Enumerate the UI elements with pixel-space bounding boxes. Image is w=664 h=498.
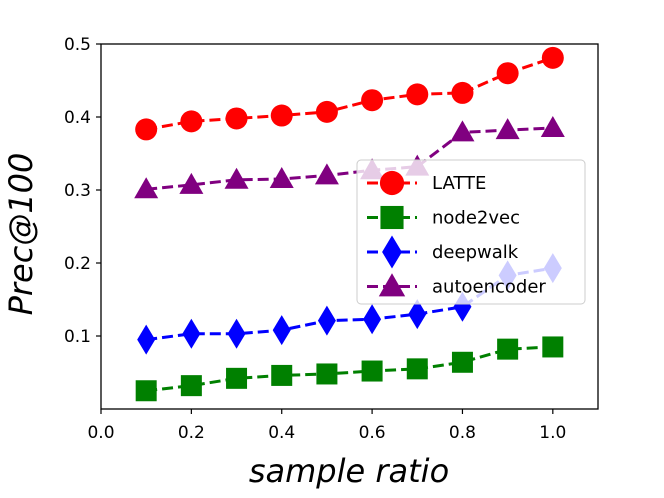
data-point-node2vec [180,375,202,397]
data-point-deepwalk [408,299,427,330]
series-line-latte [145,56,554,131]
data-point-latte [361,89,384,112]
legend-item-deepwalk: deepwalk [367,235,519,269]
x-tick-label: 0.2 [178,423,205,443]
legend-item-node2vec: node2vec [367,205,520,230]
legend: LATTE node2vec deepwalk autoencoder [356,159,586,305]
data-point-node2vec [542,336,564,358]
data-point-autoencoder [134,177,159,199]
data-point-deepwalk [363,304,382,335]
series-line-autoencoder [146,126,553,191]
data-point-node2vec [361,360,383,382]
data-point-latte [406,83,429,106]
data-point-node2vec [226,367,248,389]
x-tick-label: 0.8 [449,423,476,443]
axes: 0.0 0.2 0.4 0.6 0.8 1.0 0.1 0.2 0.3 0.4 0.5 [64,35,599,443]
series-line-node2vec [146,345,553,393]
x-tick-label: 0.0 [87,423,114,443]
data-point-autoencoder [540,115,565,137]
legend-label: LATTE [432,173,486,194]
series-latte [135,46,564,141]
data-point-deepwalk [227,318,246,349]
y-axis-title: Prec@100 [2,153,40,316]
data-point-node2vec [451,351,473,373]
legend-label: deepwalk [432,242,519,263]
x-axis-title: sample ratio [249,452,449,490]
data-point-node2vec [497,338,519,360]
data-point-latte [180,110,203,133]
data-point-latte [315,100,338,123]
data-point-autoencoder [450,120,475,142]
data-point-node2vec [406,358,428,380]
data-point-autoencoder [224,167,249,189]
data-point-autoencoder [314,163,339,185]
legend-marker-latte [379,170,405,196]
legend-item-latte: LATTE [367,170,486,196]
legend-label: node2vec [432,208,520,229]
data-point-autoencoder [179,172,204,194]
y-tick-label: 0.2 [64,254,91,274]
data-point-latte [225,107,248,130]
legend-item-autoencoder: autoencoder [367,273,546,298]
legend-marker-node2vec [380,205,404,230]
data-point-deepwalk [137,324,156,355]
data-point-node2vec [316,363,338,385]
series-node2vec [135,336,564,402]
data-point-latte [496,62,519,85]
plot-area [134,46,565,402]
data-point-deepwalk [317,305,336,336]
x-tick-label: 1.0 [539,423,566,443]
data-point-deepwalk [272,315,291,346]
plot-frame [100,43,599,410]
legend-marker-deepwalk [382,235,402,269]
data-point-node2vec [271,364,293,386]
legend-frame [356,159,586,305]
data-point-latte [541,46,564,69]
legend-marker-autoencoder [378,273,406,297]
data-point-latte [451,81,474,104]
x-tick-label: 0.4 [268,423,295,443]
data-point-autoencoder [495,118,520,140]
y-tick-label: 0.1 [64,327,91,347]
x-tick-label: 0.6 [359,423,386,443]
data-point-latte [270,104,293,127]
data-point-autoencoder [269,167,294,189]
y-tick-label: 0.5 [64,35,91,55]
legend-label: autoencoder [432,277,546,298]
data-point-node2vec [135,380,157,402]
y-tick-label: 0.4 [64,108,91,128]
y-tick-label: 0.3 [64,181,91,201]
data-point-deepwalk [182,318,201,349]
data-point-latte [135,118,158,141]
